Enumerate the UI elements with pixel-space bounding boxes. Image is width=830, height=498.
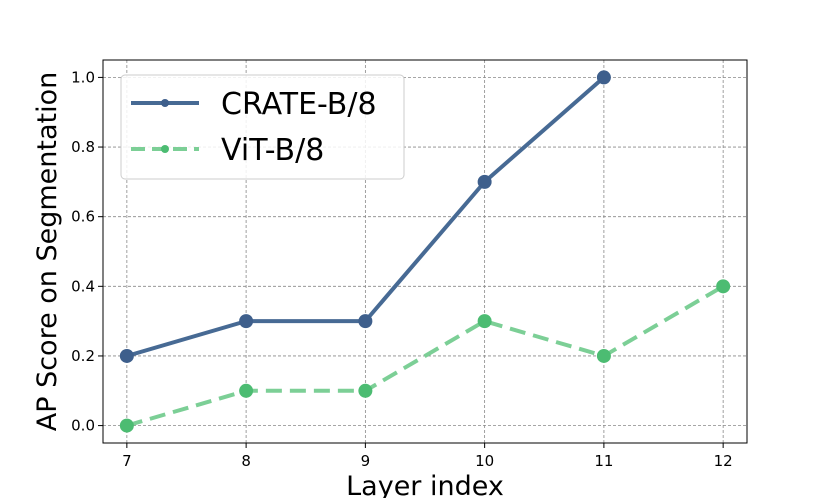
legend-marker [161,99,169,107]
data-point [239,383,254,398]
legend-label: CRATE-B/8 [221,87,377,122]
y-tick-label: 1.0 [71,68,95,86]
y-tick-label: 0.6 [71,208,95,226]
plot-frame [102,59,748,444]
data-point [119,418,134,433]
y-axis-label: AP Score on Segmentation [32,72,63,432]
y-tick-label: 0.0 [71,417,95,435]
legend: CRATE-B/8 ViT-B/8 [120,74,405,180]
y-tick-label: 0.2 [71,347,95,365]
data-point [716,279,731,294]
x-tick-label: 8 [241,452,251,470]
x-axis-label: Layer index [346,471,504,498]
legend-marker [161,145,169,153]
data-point [596,70,611,85]
data-point [358,383,373,398]
data-point [596,348,611,363]
ticks: 7 8 9 10 11 12 0.0 0.2 0.4 0.6 0.8 1.0 [71,68,733,470]
series-line [126,284,725,428]
data-point [239,314,254,329]
y-tick-label: 0.4 [71,277,95,295]
series-layer [119,70,731,433]
x-tick-label: 9 [361,452,371,470]
data-point [477,314,492,329]
legend-label: ViT-B/8 [221,133,324,168]
data-point [477,174,492,189]
data-point [358,314,373,329]
data-point [119,348,134,363]
x-tick-label: 11 [594,452,613,470]
x-tick-label: 12 [714,452,733,470]
y-tick-label: 0.8 [71,138,95,156]
x-tick-label: 7 [122,452,132,470]
x-tick-label: 10 [475,452,494,470]
